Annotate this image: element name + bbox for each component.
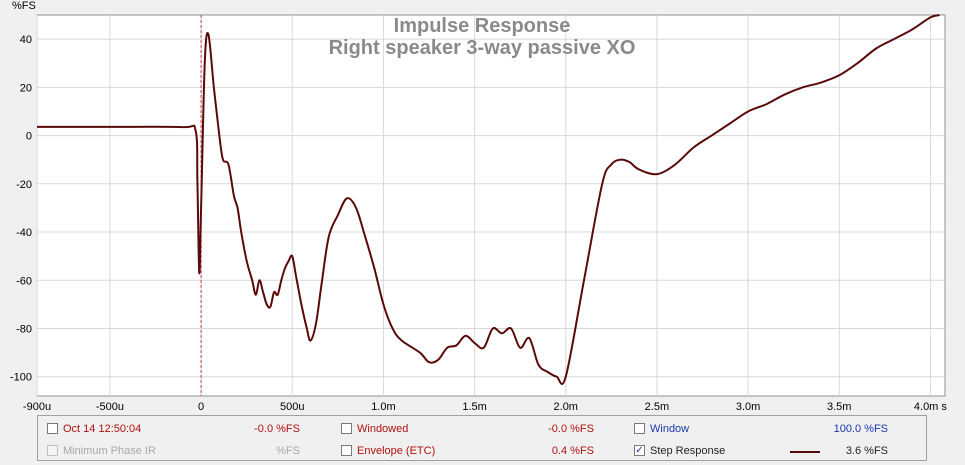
series-group <box>36 14 940 385</box>
y-tick-label: 20 <box>20 82 32 94</box>
checkbox-window[interactable] <box>634 423 645 434</box>
y-tick-label: 40 <box>20 34 32 46</box>
x-tick-label: 2.0m <box>554 401 578 413</box>
legend-row-1: Oct 14 12:50:04 -0.0 %FS Windowed -0.0 %… <box>38 421 926 439</box>
x-tick-label: 1.0m <box>371 401 395 413</box>
impulse-response-chart: 40 20 0 -20 -40 -60 -80 -100 -900u -500u 0 500u 1.0… <box>10 0 947 413</box>
x-tick-label: 4.0m s <box>914 401 948 413</box>
checkbox-windowed[interactable] <box>341 423 352 434</box>
x-tick-label: 3.5m <box>827 401 851 413</box>
chart-subtitle: Right speaker 3-way passive XO <box>329 37 636 59</box>
x-tick-label: 1.5m <box>462 401 486 413</box>
legend-value-minimum-phase-ir: %FS <box>276 445 300 457</box>
x-tick-label: -900u <box>23 401 51 413</box>
checkbox-minimum-phase-ir[interactable] <box>47 445 58 456</box>
plot-area <box>36 14 946 397</box>
checkbox-envelope-etc[interactable] <box>341 445 352 456</box>
y-tick-label: -100 <box>10 372 32 384</box>
series-line-step-response <box>36 14 940 385</box>
y-tick-label: -80 <box>16 323 32 335</box>
legend-label-window: Window <box>650 423 690 435</box>
x-tick-label: 2.5m <box>645 401 669 413</box>
x-tick-label: -500u <box>96 401 124 413</box>
chart-title: Impulse Response <box>394 15 571 37</box>
y-tick-label: -40 <box>16 227 32 239</box>
x-tick-label: 0 <box>198 401 204 413</box>
legend-label-minimum-phase-ir: Minimum Phase IR <box>63 445 156 457</box>
y-tick-label: -20 <box>16 179 32 191</box>
legend-label-measurement: Oct 14 12:50:04 <box>63 423 142 435</box>
legend-row-2: Minimum Phase IR %FS Envelope (ETC) 0.4 … <box>38 443 926 461</box>
y-tick-label: 0 <box>26 131 32 143</box>
legend-label-windowed: Windowed <box>357 423 409 435</box>
legend-label-step-response: Step Response <box>650 445 726 457</box>
x-tick-label: 500u <box>280 401 304 413</box>
grid <box>36 15 945 396</box>
legend-value-envelope-etc: 0.4 %FS <box>551 445 594 457</box>
y-tick-label: -60 <box>16 275 32 287</box>
legend-swatch-step-response <box>790 451 820 453</box>
legend-panel: Oct 14 12:50:04 -0.0 %FS Windowed -0.0 %… <box>37 415 927 461</box>
x-ticks: -900u -500u 0 500u 1.0m 1.5m 2.0m 2.5m 3.0m 3.5m 4… <box>23 401 947 413</box>
legend-value-window: 100.0 %FS <box>833 423 888 435</box>
checkbox-measurement[interactable] <box>47 423 58 434</box>
x-tick-label: 3.0m <box>736 401 760 413</box>
legend-value-windowed: -0.0 %FS <box>548 423 594 435</box>
y-axis-unit-label: %FS <box>12 0 36 12</box>
y-ticks: 40 20 0 -20 -40 -60 -80 -100 <box>10 34 32 384</box>
checkbox-step-response[interactable]: ✓ <box>634 445 645 456</box>
legend-value-measurement: -0.0 %FS <box>254 423 300 435</box>
legend-label-envelope-etc: Envelope (ETC) <box>357 445 436 457</box>
legend-value-step-response: 3.6 %FS <box>845 445 888 457</box>
